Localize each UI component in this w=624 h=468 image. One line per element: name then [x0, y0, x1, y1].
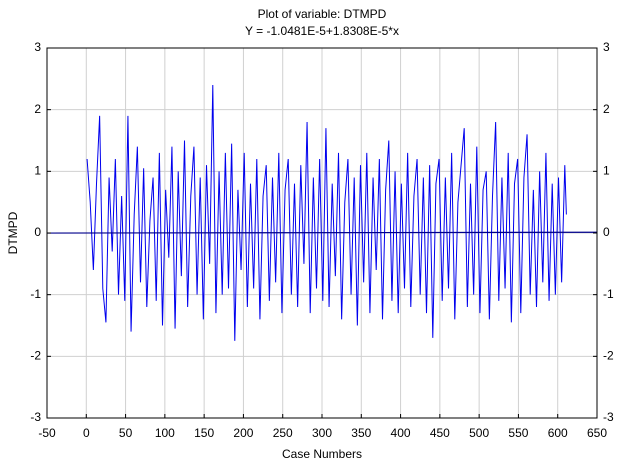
y2-tick-label: 1: [603, 164, 610, 178]
x-tick-label: 600: [548, 426, 568, 440]
y-tick-label: -1: [30, 287, 41, 301]
x-tick-label: -50: [38, 426, 56, 440]
x-tick-label: 150: [194, 426, 214, 440]
y2-tick-label: -3: [603, 410, 614, 424]
x-tick-label: 400: [391, 426, 411, 440]
x-tick-label: 100: [155, 426, 175, 440]
y-tick-label: 0: [34, 225, 41, 239]
y2-tick-label: -2: [603, 349, 614, 363]
y-tick-label: 1: [34, 164, 41, 178]
y2-tick-label: 0: [603, 225, 610, 239]
x-tick-label: 200: [233, 426, 253, 440]
y2-tick-label: 3: [603, 40, 610, 54]
plot: [46, 84, 598, 341]
chart-title: Plot of variable: DTMPD: [258, 7, 387, 21]
y-axis-label: DTMPD: [6, 211, 20, 254]
y-tick-label: 3: [34, 40, 41, 54]
y-tick-label: -3: [30, 410, 41, 424]
y-tick-label: 2: [34, 102, 41, 116]
data-line: [86, 84, 567, 341]
x-tick-label: 550: [508, 426, 528, 440]
x-axis-label: Case Numbers: [282, 447, 362, 461]
chart-subtitle: Y = -1.0481E-5+1.8308E-5*x: [245, 24, 399, 38]
x-tick-label: 350: [351, 426, 371, 440]
x-tick-label: 500: [469, 426, 489, 440]
y-tick-label: -2: [30, 349, 41, 363]
x-tick-label: 250: [273, 426, 293, 440]
fit-line: [46, 231, 598, 234]
x-tick-label: 0: [83, 426, 90, 440]
x-tick-label: 650: [587, 426, 607, 440]
y2-tick-label: -1: [603, 287, 614, 301]
x-tick-label: 450: [430, 426, 450, 440]
x-tick-label: 300: [312, 426, 332, 440]
y2-tick-label: 2: [603, 102, 610, 116]
x-tick-label: 50: [119, 426, 133, 440]
